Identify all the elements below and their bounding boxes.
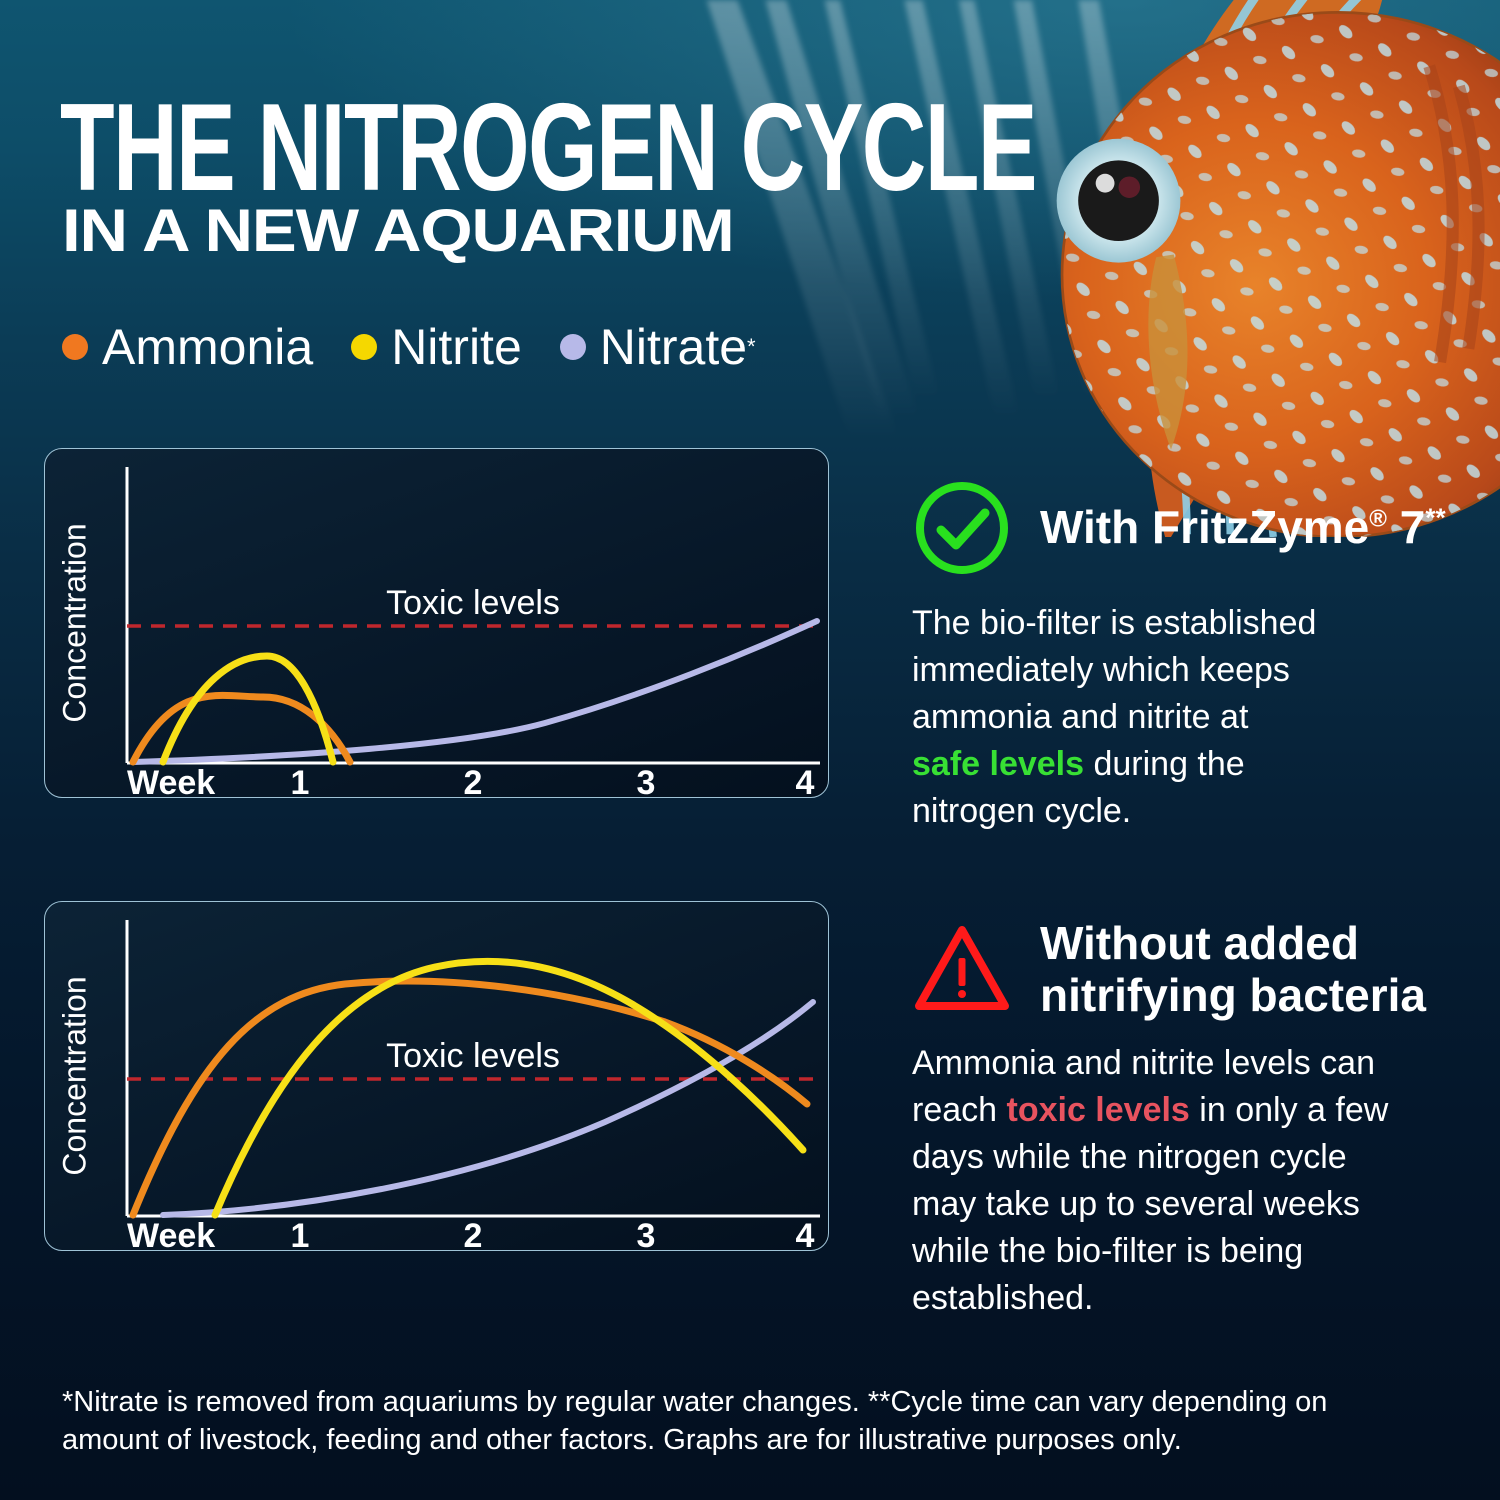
svg-text:Toxic levels: Toxic levels [386, 1037, 560, 1075]
svg-text:Week: Week [127, 1217, 215, 1252]
svg-text:1: 1 [291, 764, 310, 799]
svg-text:2: 2 [464, 764, 483, 799]
svg-text:Week: Week [127, 764, 215, 799]
svg-text:3: 3 [637, 764, 656, 799]
svg-text:4: 4 [796, 764, 815, 799]
svg-text:1: 1 [291, 1217, 310, 1252]
svg-text:2: 2 [464, 1217, 483, 1252]
svg-text:4: 4 [796, 1217, 815, 1252]
svg-text:Toxic levels: Toxic levels [386, 584, 560, 622]
svg-text:3: 3 [637, 1217, 656, 1252]
